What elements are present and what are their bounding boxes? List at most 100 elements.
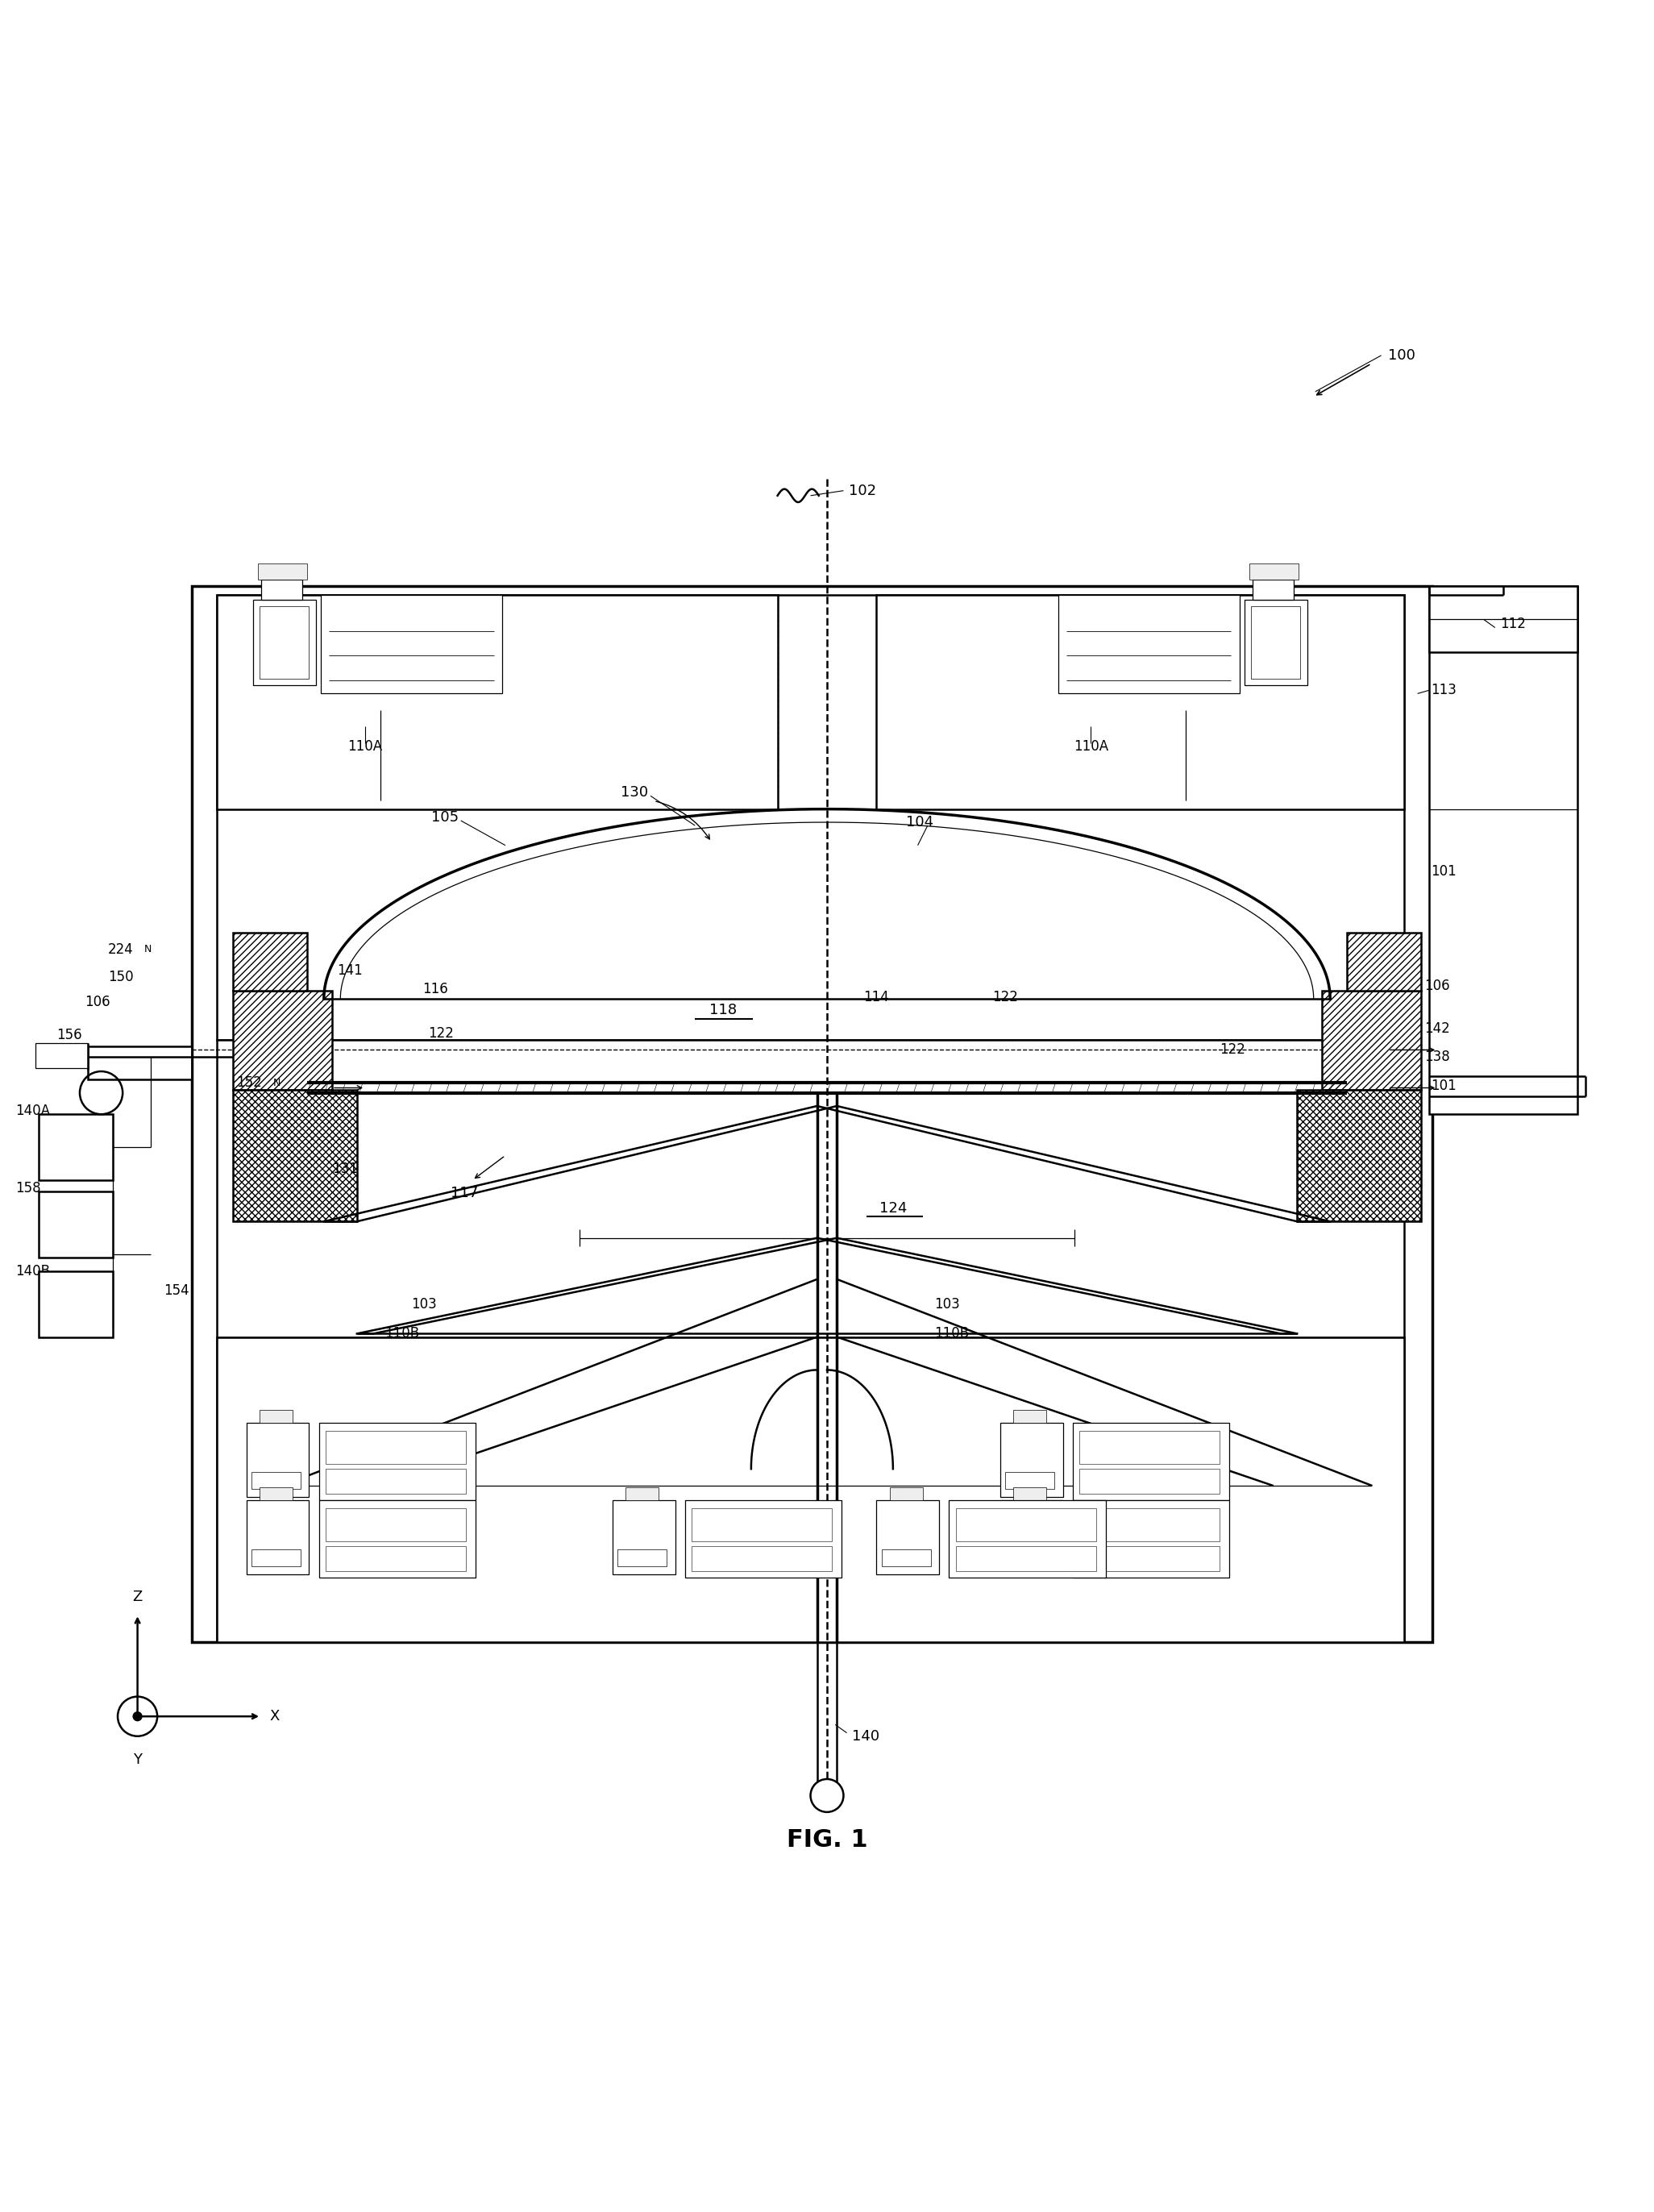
Bar	[260, 1409, 293, 1422]
Text: N: N	[144, 945, 152, 956]
Text: 114: 114	[863, 989, 888, 1004]
Polygon shape	[233, 1091, 357, 1221]
Text: 122: 122	[428, 1026, 453, 1040]
Text: 103: 103	[935, 1296, 959, 1312]
Bar	[217, 595, 777, 810]
Bar	[949, 1500, 1107, 1577]
Polygon shape	[233, 933, 308, 991]
Bar	[88, 1046, 192, 1079]
Text: 140: 140	[852, 1730, 880, 1743]
Bar	[1249, 564, 1298, 580]
Bar	[1006, 1473, 1055, 1489]
Text: 138: 138	[1424, 1048, 1449, 1064]
Text: 113: 113	[1431, 684, 1457, 697]
Bar	[38, 1192, 112, 1259]
Text: 141: 141	[337, 964, 362, 978]
Bar	[326, 1469, 466, 1493]
Text: X: X	[270, 1710, 280, 1723]
Text: 152: 152	[237, 1075, 261, 1091]
Text: 124: 124	[880, 1201, 906, 1217]
Bar	[1014, 1409, 1047, 1422]
Bar	[260, 606, 309, 679]
Text: 112: 112	[1500, 617, 1525, 633]
Text: 142: 142	[1424, 1022, 1449, 1035]
Text: 156: 156	[56, 1029, 83, 1042]
Text: 105: 105	[432, 810, 458, 825]
Bar	[261, 580, 303, 599]
Bar	[1244, 599, 1307, 686]
Bar	[1073, 1422, 1229, 1500]
Text: FIG. 1: FIG. 1	[786, 1829, 868, 1851]
Text: 106: 106	[84, 995, 111, 1009]
Text: 101: 101	[1431, 1079, 1456, 1093]
Bar	[1014, 1486, 1047, 1500]
Text: 122: 122	[992, 989, 1017, 1004]
Bar	[251, 1551, 301, 1566]
Bar	[877, 595, 1404, 810]
Text: 110A: 110A	[347, 739, 382, 754]
Bar	[882, 1551, 931, 1566]
Text: Z: Z	[132, 1590, 142, 1604]
Bar	[326, 1431, 466, 1464]
Bar	[877, 1500, 939, 1575]
Bar	[1001, 1422, 1064, 1498]
Bar	[1080, 1509, 1219, 1542]
Bar	[217, 595, 1404, 1040]
Text: 117: 117	[452, 1186, 478, 1201]
Bar	[1080, 1546, 1219, 1571]
Text: 116: 116	[423, 982, 448, 995]
Bar	[246, 1422, 309, 1498]
Text: 224: 224	[108, 942, 134, 956]
Bar	[890, 1486, 923, 1500]
Bar	[326, 1509, 466, 1542]
Text: Y: Y	[132, 1752, 142, 1767]
Text: 101: 101	[1431, 865, 1456, 878]
Bar	[1080, 1469, 1219, 1493]
Bar	[956, 1546, 1097, 1571]
Bar	[217, 1336, 1404, 1641]
Bar	[956, 1509, 1097, 1542]
Text: 150: 150	[108, 971, 134, 984]
Bar	[1006, 1551, 1055, 1566]
Bar	[35, 1044, 88, 1068]
Text: 110B: 110B	[935, 1327, 969, 1340]
Bar	[251, 1473, 301, 1489]
Bar	[617, 1551, 667, 1566]
Text: 118: 118	[710, 1002, 736, 1018]
Bar	[691, 1546, 832, 1571]
Text: 102: 102	[849, 484, 877, 498]
Text: 110B: 110B	[715, 1528, 749, 1542]
Text: 110B: 110B	[385, 1528, 420, 1542]
Bar	[1073, 1500, 1229, 1577]
Text: 130: 130	[620, 785, 648, 801]
Bar	[217, 1040, 1404, 1641]
Text: 104: 104	[906, 814, 935, 830]
Bar	[326, 1546, 466, 1571]
Bar	[260, 1486, 293, 1500]
Text: 103: 103	[412, 1296, 437, 1312]
Polygon shape	[1322, 991, 1421, 1091]
Text: 110A: 110A	[1073, 739, 1108, 754]
Bar	[691, 1509, 832, 1542]
Circle shape	[132, 1712, 142, 1721]
Polygon shape	[233, 991, 332, 1091]
Bar	[192, 586, 1432, 1641]
Text: 106: 106	[1424, 978, 1449, 993]
Bar	[1429, 586, 1578, 1115]
Bar	[612, 1500, 675, 1575]
Text: 154: 154	[164, 1283, 190, 1298]
Bar	[38, 1115, 112, 1181]
Bar	[1059, 595, 1239, 695]
Text: 100: 100	[1388, 347, 1416, 363]
Bar	[319, 1422, 476, 1500]
Polygon shape	[1297, 1091, 1421, 1221]
Text: 131: 131	[332, 1161, 357, 1177]
Text: N: N	[273, 1077, 280, 1088]
Circle shape	[810, 1778, 844, 1812]
Text: 140B: 140B	[15, 1263, 50, 1279]
Text: 110B: 110B	[385, 1327, 420, 1340]
Text: 122: 122	[1219, 1042, 1245, 1057]
Bar	[258, 564, 308, 580]
Polygon shape	[1346, 933, 1421, 991]
Bar	[246, 1500, 309, 1575]
